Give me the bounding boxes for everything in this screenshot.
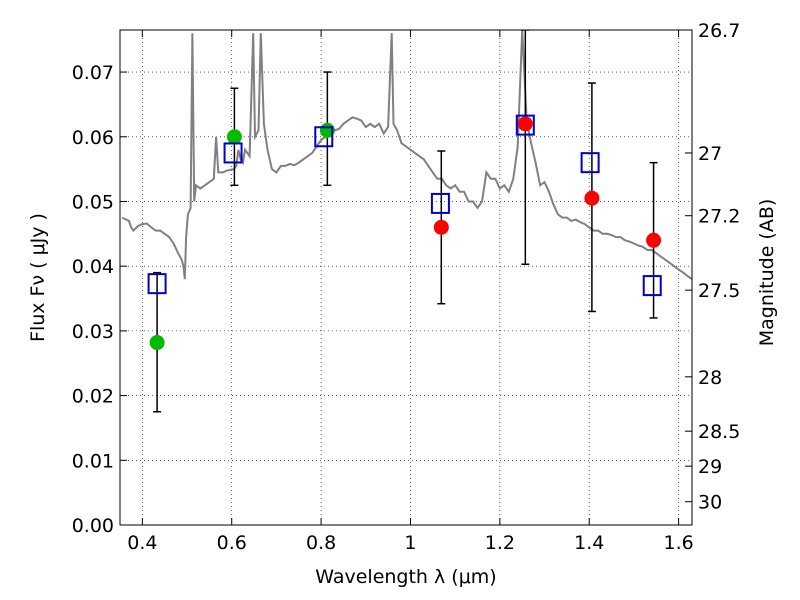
- y-tick-label: 0.05: [72, 191, 114, 213]
- model-point: [580, 152, 600, 174]
- right-tick-label: 28: [698, 367, 722, 389]
- model-point: [223, 142, 243, 164]
- y-tick-label: 0.04: [72, 256, 114, 278]
- x-tick-label: 1.2: [485, 532, 515, 554]
- photometry-point: [646, 232, 662, 248]
- photometry-point: [433, 219, 449, 235]
- x-tick-label: 0.4: [127, 532, 157, 554]
- x-axis-label: Wavelength λ (μm): [315, 566, 496, 588]
- photometry-point: [517, 116, 533, 132]
- right-tick-label: 30: [698, 492, 722, 514]
- y-tick-label: 0.06: [72, 127, 114, 149]
- y-tick-label: 0.00: [72, 515, 114, 537]
- right-tick-label: 27: [698, 143, 722, 165]
- model-point: [515, 114, 535, 136]
- y-tick-label: 0.07: [72, 62, 114, 84]
- x-tick-label: 1.4: [574, 532, 604, 554]
- model-point: [314, 126, 334, 148]
- spectrum-line: [121, 30, 692, 280]
- y-tick-label: 0.01: [72, 450, 114, 472]
- x-tick-label: 0.8: [306, 532, 336, 554]
- y-axis-label-right: Magnitude (AB): [756, 199, 778, 347]
- grid-layer: [120, 30, 692, 525]
- y-tick-label: 0.03: [72, 321, 114, 343]
- x-tick-label: 1.6: [663, 532, 693, 554]
- right-tick-label: 26.7: [698, 20, 740, 42]
- plot-frame: [119, 29, 693, 526]
- axes-layer: 0.4 0.6 0.8 1 1.2 1.4 1.6 0.00 0.01 0.02 0.03 0.04 0…: [72, 20, 741, 554]
- model-point: [430, 192, 450, 214]
- plot-layer: [121, 30, 692, 413]
- right-tick-label: 28.5: [698, 421, 740, 443]
- model-point: [147, 273, 167, 295]
- right-tick-label: 27.2: [698, 206, 740, 228]
- x-tick-label: 0.6: [217, 532, 247, 554]
- photometry-point: [226, 129, 242, 145]
- y-axis-label: Flux Fν ( μJy ): [27, 213, 49, 342]
- model-point: [642, 275, 662, 297]
- right-tick-label: 27.5: [698, 280, 740, 302]
- right-tick-label: 29: [698, 456, 722, 478]
- y-tick-label: 0.02: [72, 386, 114, 408]
- x-tick-label: 1: [404, 532, 416, 554]
- photometry-point: [149, 335, 165, 351]
- photometry-point: [584, 190, 600, 206]
